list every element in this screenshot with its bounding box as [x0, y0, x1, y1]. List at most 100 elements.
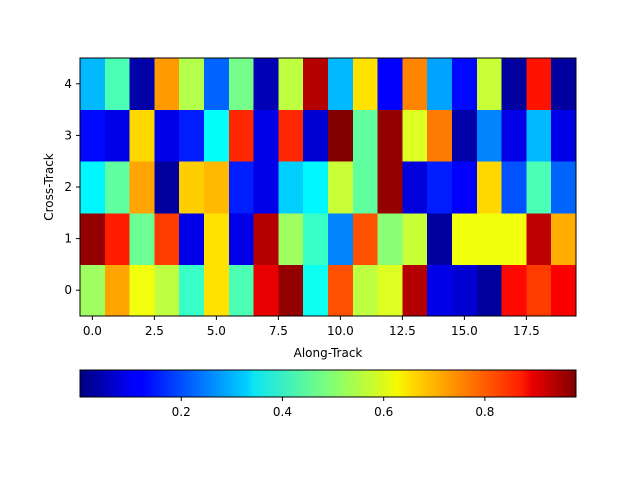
heatmap-cell: [427, 212, 453, 265]
x-tick-label: 12.5: [389, 324, 416, 338]
heatmap-cell: [476, 264, 503, 317]
heatmap-cell: [80, 212, 106, 265]
heatmap-cell: [278, 264, 304, 317]
heatmap-cell: [80, 58, 106, 111]
y-axis-label: Cross-Track: [42, 153, 56, 221]
heatmap-cell: [228, 58, 255, 111]
heatmap-cell: [328, 212, 354, 265]
heatmap-cell: [328, 58, 354, 111]
heatmap-cell: [377, 109, 403, 162]
heatmap-cell: [104, 212, 131, 265]
heatmap-cell: [204, 58, 230, 111]
y-tick-label: 4: [64, 77, 72, 91]
heatmap-cell: [253, 212, 279, 265]
y-axis-ticks: 0 1 2 3 4: [64, 77, 80, 297]
heatmap-cell: [154, 109, 180, 162]
heatmap-cell: [303, 264, 329, 317]
heatmap-cell: [452, 161, 478, 214]
heatmap-cell: [427, 161, 453, 214]
heatmap-cell: [179, 109, 205, 162]
heatmap-cell: [402, 161, 428, 214]
heatmap-cell: [228, 109, 255, 162]
heatmap-cell: [129, 264, 155, 317]
heatmap-cell: [80, 161, 106, 214]
heatmap-cell: [253, 264, 279, 317]
heatmap-cell: [104, 161, 131, 214]
heatmap-cell: [427, 264, 453, 317]
colorbar-tick-label: 0.2: [172, 405, 191, 419]
heatmap-cell: [129, 161, 155, 214]
heatmap-cell: [80, 264, 106, 317]
heatmap-cell: [278, 212, 304, 265]
heatmap-cell: [501, 161, 527, 214]
heatmap-cell: [129, 58, 155, 111]
heatmap-cell: [452, 212, 478, 265]
heatmap-cell: [228, 161, 255, 214]
heatmap-cell: [80, 109, 106, 162]
heatmap-cell: [452, 109, 478, 162]
colorbar-ticks: 0.2 0.4 0.6 0.8: [172, 397, 494, 419]
heatmap-cell: [204, 161, 230, 214]
x-axis-ticks: 0.0 2.5 5.0 7.5 10.0 12.5 15.0 17.5: [83, 316, 540, 338]
x-tick-label: 10.0: [327, 324, 354, 338]
heatmap-cell: [204, 109, 230, 162]
heatmap-cell: [154, 161, 180, 214]
heatmap-cell: [526, 264, 552, 317]
heatmap-cell: [104, 58, 131, 111]
heatmap-cell: [228, 264, 255, 317]
heatmap-cell: [352, 264, 379, 317]
heatmap-cell: [501, 58, 527, 111]
heatmap-cell: [551, 212, 577, 265]
heatmap-cell: [154, 212, 180, 265]
heatmap-cell: [402, 264, 428, 317]
heatmap-cell: [104, 264, 131, 317]
heatmap-cell: [452, 58, 478, 111]
heatmap-cell: [377, 161, 403, 214]
heatmap-cell: [526, 109, 552, 162]
x-tick-label: 2.5: [145, 324, 164, 338]
heatmap-cell: [377, 212, 403, 265]
colorbar-tick-label: 0.6: [374, 405, 393, 419]
heatmap-cell: [179, 264, 205, 317]
colorbar-tick-label: 0.8: [475, 405, 494, 419]
heatmap-cell: [377, 264, 403, 317]
heatmap-cell: [551, 264, 577, 317]
heatmap-cell: [551, 58, 577, 111]
y-tick-label: 0: [64, 283, 72, 297]
heatmap-cell: [476, 161, 503, 214]
y-tick-label: 2: [64, 180, 72, 194]
heatmap-cell: [402, 109, 428, 162]
heatmap-cell: [328, 109, 354, 162]
y-tick-label: 3: [64, 128, 72, 142]
heatmap-cell: [303, 58, 329, 111]
heatmap-cell: [427, 58, 453, 111]
heatmap-cell: [303, 212, 329, 265]
colorbar: [79, 369, 577, 398]
x-tick-label: 15.0: [451, 324, 478, 338]
heatmap-cell: [278, 109, 304, 162]
heatmap-cell: [551, 161, 577, 214]
heatmap-cell: [501, 264, 527, 317]
heatmap-cell: [352, 58, 379, 111]
heatmap-cell: [204, 212, 230, 265]
y-tick-label: 1: [64, 232, 72, 246]
heatmap-cell: [228, 212, 255, 265]
heatmap-cell: [154, 58, 180, 111]
heatmap-cell: [402, 58, 428, 111]
heatmap-cell: [179, 212, 205, 265]
heatmap-cell: [179, 161, 205, 214]
heatmap-cell: [352, 212, 379, 265]
heatmap-cell: [253, 58, 279, 111]
heatmap-cell: [328, 264, 354, 317]
heatmap-cell: [551, 109, 577, 162]
heatmap-cell: [154, 264, 180, 317]
x-tick-label: 0.0: [83, 324, 102, 338]
heatmap-cell: [129, 109, 155, 162]
heatmap-cell: [377, 58, 403, 111]
heatmap-cell: [476, 109, 503, 162]
heatmap-cell: [253, 161, 279, 214]
x-axis-label: Along-Track: [294, 346, 363, 360]
heatmap-cell: [526, 161, 552, 214]
heatmap-cell: [129, 212, 155, 265]
